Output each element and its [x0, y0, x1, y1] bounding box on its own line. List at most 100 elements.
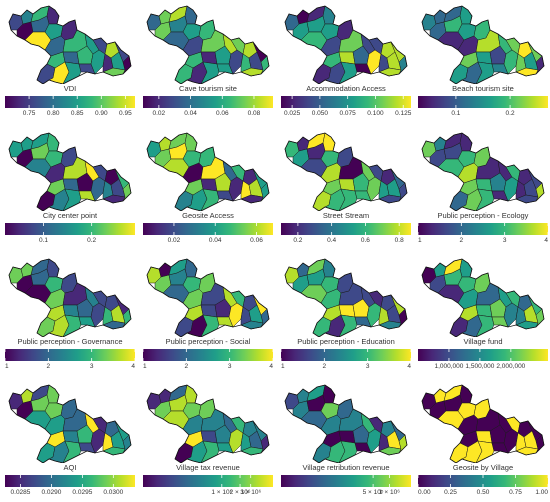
island-outline: [421, 258, 545, 337]
colorbar-gradient: [281, 96, 411, 108]
colorbar-gradient: [281, 223, 411, 235]
colorbar-tick-label: 0.8: [394, 237, 404, 244]
map-panel: Public perception - Governance 1 2 3 4: [3, 253, 137, 376]
island-outline: [421, 384, 545, 463]
choropleth-map: [284, 132, 408, 211]
colorbar-tick-label: 1: [418, 237, 422, 244]
island-outline: [284, 5, 408, 84]
island-outline: [284, 132, 408, 211]
colorbar-gradient: [5, 223, 135, 235]
choropleth-map: [146, 258, 270, 337]
colorbar-legend: [143, 349, 273, 361]
map-panel: Village fund 1,000,000 1,500,000 2,000,000: [416, 253, 550, 376]
colorbar-tick-label: 3: [89, 363, 94, 370]
map-title: Public perception - Social: [165, 337, 251, 346]
map-title: AQI: [63, 463, 77, 472]
map-title: Beach tourism site: [452, 84, 514, 93]
colorbar-tick-label: 0.90: [94, 110, 108, 117]
colorbar-tick-label: 0.85: [70, 110, 84, 117]
map-title: Public perception - Education: [297, 337, 395, 346]
colorbar-gradient: [143, 96, 273, 108]
choropleth-map: [284, 384, 408, 463]
colorbar-tick-labels: 1 × 10⁶ 2 × 10⁶ 3 × 10⁶: [143, 489, 273, 499]
colorbar-tick-label: 0.02: [167, 237, 181, 244]
colorbar-tick-labels: 0.02 0.04 0.06: [143, 237, 273, 247]
choropleth-map: [421, 258, 545, 337]
colorbar-tick-labels: 0.0285 0.0290 0.0295 0.0300: [5, 489, 135, 499]
colorbar-legend: [418, 223, 548, 235]
colorbar-tick-label: 0.050: [311, 110, 329, 117]
choropleth-map: [146, 132, 270, 211]
colorbar-tick-label: 1.00: [535, 489, 548, 496]
colorbar-tick-label: 5 × 10⁵: [362, 489, 384, 496]
colorbar-gradient: [143, 223, 273, 235]
colorbar-tick-labels: 1 2 3 4: [281, 363, 411, 373]
colorbar-tick-label: 1: [281, 363, 285, 370]
colorbar-tick-labels: 1,000,000 1,500,000 2,000,000: [418, 363, 548, 373]
colorbar-legend: [143, 96, 273, 108]
map-panel: Cave tourism site 0.02 0.04 0.06 0.08: [141, 0, 275, 123]
colorbar-gradient: [281, 475, 411, 487]
island-outline: [146, 258, 270, 337]
colorbar-tick-label: 1: [5, 363, 9, 370]
map-panel: Public perception - Ecology 1 2 3 4: [416, 127, 550, 250]
colorbar-tick-labels: 0.02 0.04 0.06 0.08: [143, 110, 273, 120]
colorbar-tick-label: 0.2: [505, 110, 515, 117]
colorbar-tick-label: 1: [143, 363, 147, 370]
choropleth-map: [421, 384, 545, 463]
colorbar-tick-label: 3: [365, 363, 370, 370]
island-outline: [146, 132, 270, 211]
colorbar-tick-label: 2: [184, 363, 189, 370]
colorbar-tick-label: 4: [407, 363, 411, 370]
colorbar-tick-label: 4: [131, 363, 135, 370]
colorbar-tick-label: 0.95: [119, 110, 132, 117]
colorbar-tick-label: 2 × 10⁶: [229, 489, 251, 496]
map-panel: Public perception - Social 1 2 3 4: [141, 253, 275, 376]
island-outline: [146, 5, 270, 84]
colorbar-tick-label: 0.04: [184, 110, 197, 117]
island-outline: [8, 258, 132, 337]
colorbar-legend: [418, 349, 548, 361]
map-title: Accommodation Access: [306, 84, 386, 93]
choropleth-map: [8, 5, 132, 84]
colorbar-gradient: [143, 349, 273, 361]
map-panel: Public perception - Education 1 2 3 4: [279, 253, 413, 376]
map-panel: Geosite by Village 0.00 0.25 0.50 0.75 1.00: [416, 379, 550, 502]
colorbar-tick-label: 0.125: [395, 110, 412, 117]
colorbar-tick-labels: 1 2 3 4: [143, 363, 273, 373]
map-panel: Accommodation Access 0.025 0.050 0.075 0.100…: [279, 0, 413, 123]
colorbar-gradient: [418, 223, 548, 235]
colorbar-tick-label: 2: [46, 363, 51, 370]
colorbar-legend: [281, 223, 411, 235]
colorbar-tick-label: 1 × 10⁶: [211, 489, 233, 496]
map-title: City center point: [42, 211, 98, 220]
colorbar-tick-label: 0.4: [327, 237, 337, 244]
colorbar-tick-label: 0.0285: [10, 489, 31, 496]
colorbar-tick-label: 0.075: [339, 110, 356, 117]
choropleth-map: [421, 5, 545, 84]
colorbar-legend: [143, 475, 273, 487]
map-title: Geosite by Village: [452, 463, 514, 472]
colorbar-gradient: [281, 349, 411, 361]
colorbar-gradient: [418, 349, 548, 361]
colorbar-gradient: [5, 349, 135, 361]
choropleth-map: [8, 258, 132, 337]
map-title: Cave tourism site: [179, 84, 237, 93]
map-panel: City center point 0.1 0.2: [3, 127, 137, 250]
colorbar-tick-labels: 1 2 3 4: [5, 363, 135, 373]
map-panel: AQI 0.0285 0.0290 0.0295 0.0300: [3, 379, 137, 502]
colorbar-tick-label: 0.1: [38, 237, 49, 244]
colorbar-tick-label: 1 × 10⁶: [378, 489, 400, 496]
map-panel: Geosite Access 0.02 0.04 0.06: [141, 127, 275, 250]
colorbar-tick-label: 2: [322, 363, 327, 370]
colorbar-gradient: [5, 96, 135, 108]
colorbar-tick-label: 2,000,000: [496, 363, 526, 370]
colorbar-legend: [281, 349, 411, 361]
colorbar-legend: [143, 223, 273, 235]
colorbar-tick-label: 0.25: [444, 489, 457, 496]
map-title: Village tax revenue: [176, 463, 240, 472]
colorbar-tick-labels: 0.2 0.4 0.6 0.8: [281, 237, 411, 247]
island-outline: [284, 384, 408, 463]
map-panel: VDI 0.75 0.80 0.85 0.90 0.95: [3, 0, 137, 123]
map-panel: Beach tourism site 0.1 0.2: [416, 0, 550, 123]
